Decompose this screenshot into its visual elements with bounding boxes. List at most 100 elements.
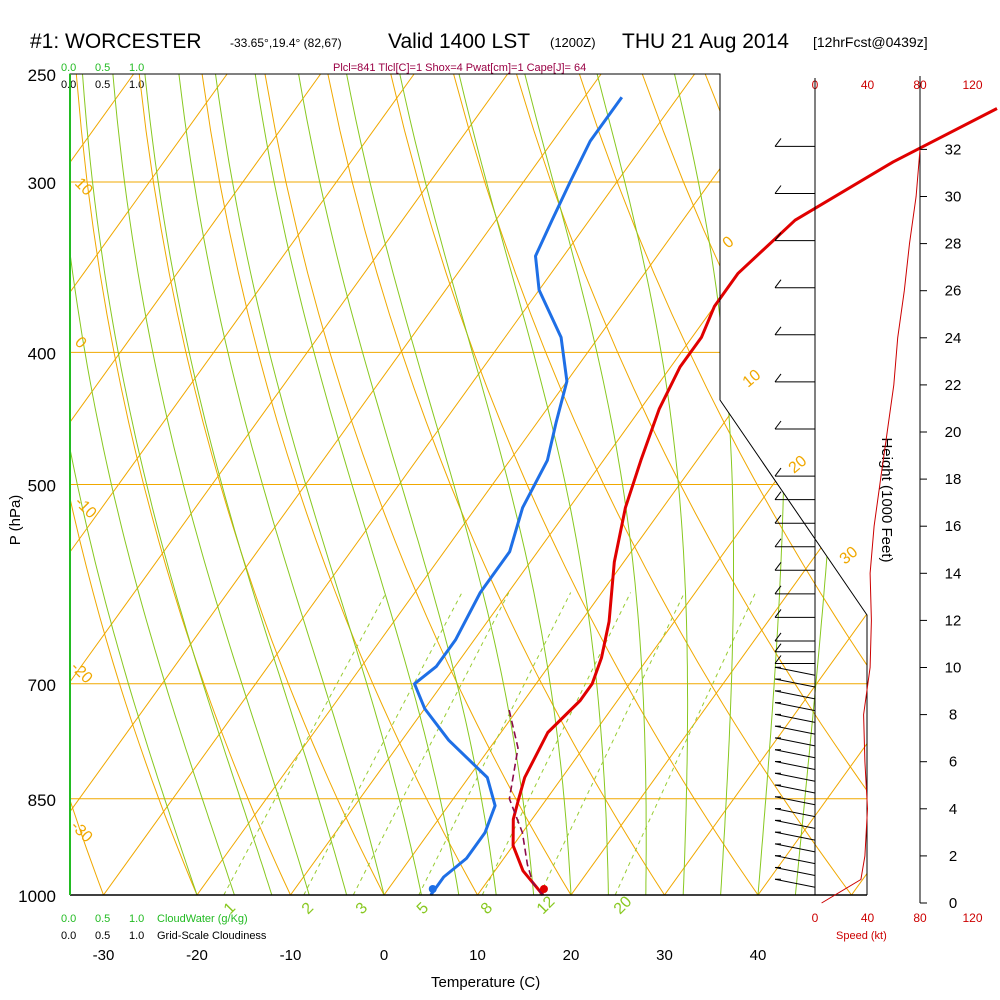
dry-adiabat — [75, 74, 291, 895]
pressure-tick-label: 500 — [28, 477, 56, 496]
mixing-ratio-line — [539, 592, 685, 895]
dry-adiabat — [327, 74, 665, 895]
moist-adiabat-label: 20 — [786, 453, 811, 478]
wind-barb-flag — [774, 185, 782, 194]
wind-barb — [774, 878, 816, 888]
speed-tick-label-top: 80 — [913, 78, 927, 92]
temperature-tick-label: 0 — [380, 947, 388, 964]
moist-adiabat — [70, 74, 235, 895]
dry-adiabat — [201, 74, 478, 895]
wind-barb — [774, 819, 816, 829]
cloudwater-bottom-05: 0.5 — [95, 913, 110, 925]
dry-adiabat — [70, 74, 198, 895]
mixing-ratio-label: 2 — [299, 899, 317, 917]
wind-barb — [774, 702, 816, 712]
height-tick-label: 32 — [945, 141, 962, 158]
wind-barb-flag — [774, 326, 782, 336]
isotherm-line — [196, 74, 789, 895]
height-tick-label: 28 — [945, 236, 962, 253]
wind-barb-flag — [774, 514, 782, 524]
isotherm-line — [70, 74, 322, 895]
pressure-tick-label: 400 — [28, 344, 56, 363]
moist-adiabat — [399, 74, 572, 895]
moist-adiabat — [112, 74, 310, 895]
temperature-tick-label: 10 — [469, 947, 486, 964]
speed-tick-label-bottom: 40 — [861, 911, 875, 925]
cloudiness-bottom-1: 1.0 — [129, 930, 144, 942]
pressure-tick-label: 1000 — [18, 887, 56, 906]
wind-barb — [774, 772, 816, 782]
moist-adiabat-label: 10 — [740, 367, 765, 392]
speed-tick-label-bottom: 0 — [812, 911, 819, 925]
dry-adiabat — [830, 74, 867, 895]
moist-adiabat — [70, 74, 198, 895]
height-tick-label: 2 — [949, 848, 957, 865]
height-tick-label: 6 — [949, 754, 957, 771]
mixing-ratio-line — [352, 592, 510, 895]
temperature-tick-label: -30 — [93, 947, 115, 964]
mixing-ratio-line — [481, 592, 632, 895]
height-tick-label: 20 — [945, 424, 962, 441]
wind-barb-flag — [774, 655, 782, 664]
moist-adiabat — [298, 74, 497, 895]
height-tick-label: 8 — [949, 707, 957, 724]
wind-barb — [774, 831, 816, 841]
mixing-ratio-label: 12 — [534, 893, 559, 918]
cloudwater-label: CloudWater (g/Kg) — [157, 913, 248, 925]
temperature-tick-label: -20 — [186, 947, 208, 964]
dry-adiabat-label: -30 — [67, 818, 95, 846]
series-temperature-line — [511, 107, 998, 896]
dry-adiabat-label: -10 — [71, 494, 99, 522]
moist-adiabat — [458, 74, 609, 895]
moist-adiabat — [178, 74, 385, 895]
mixing-ratio-label: 8 — [478, 899, 496, 917]
speed-tick-label-top: 40 — [861, 78, 875, 92]
wind-barb-flag — [774, 373, 782, 383]
pressure-tick-label: 300 — [28, 174, 56, 193]
dry-adiabat — [578, 74, 867, 895]
dry-adiabat-label: 0 — [71, 334, 89, 352]
moist-adiabat — [596, 74, 689, 895]
mixing-ratio-line — [614, 592, 757, 895]
isotherm-line — [70, 74, 509, 895]
dry-adiabat-label: -20 — [67, 659, 95, 687]
wind-barb — [774, 737, 816, 747]
cloudiness-bottom-0: 0.0 — [61, 930, 76, 942]
isotherm-line — [70, 74, 415, 895]
wind-barb — [774, 678, 816, 688]
moist-adiabat — [524, 74, 647, 895]
cloudiness-top-05: 0.5 — [95, 79, 110, 91]
isotherm-line — [103, 74, 696, 895]
wind-barb-flag — [774, 279, 782, 289]
valid-time: Valid 1400 LST — [388, 30, 530, 53]
mixing-ratio-label: 5 — [414, 899, 432, 917]
cloudiness-top-0: 0.0 — [61, 79, 76, 91]
height-tick-label: 22 — [945, 377, 962, 394]
cloudwater-top-05: 0.5 — [95, 62, 110, 74]
dry-adiabat — [516, 74, 867, 895]
wind-barb-flag — [774, 538, 782, 548]
temperature-tick-label: 20 — [563, 947, 580, 964]
pressure-tick-label: 700 — [28, 676, 56, 695]
wind-barb — [774, 855, 816, 865]
pressure-tick-label: 250 — [28, 66, 56, 85]
height-tick-label: 10 — [945, 660, 962, 677]
height-tick-label: 4 — [949, 801, 957, 818]
forecast-info: [12hrFcst@0439z] — [813, 34, 928, 50]
cloudiness-bottom-05: 0.5 — [95, 930, 110, 942]
wind-barb — [774, 808, 816, 818]
wind-barb-flag — [774, 561, 782, 571]
moist-adiabat — [82, 74, 273, 895]
mixing-ratio-label: 3 — [353, 899, 371, 917]
isotherm-line — [477, 74, 867, 895]
series-parcel-line — [508, 708, 544, 896]
wind-barb-flag — [774, 232, 782, 241]
isotherm-line — [664, 74, 867, 895]
wind-speed-profile — [821, 149, 921, 904]
height-tick-label: 16 — [945, 518, 962, 535]
series-dewpoint-line — [413, 96, 624, 896]
wind-barb — [774, 760, 816, 770]
wind-barb-flag — [774, 632, 782, 642]
wind-barb-flag — [774, 138, 782, 147]
